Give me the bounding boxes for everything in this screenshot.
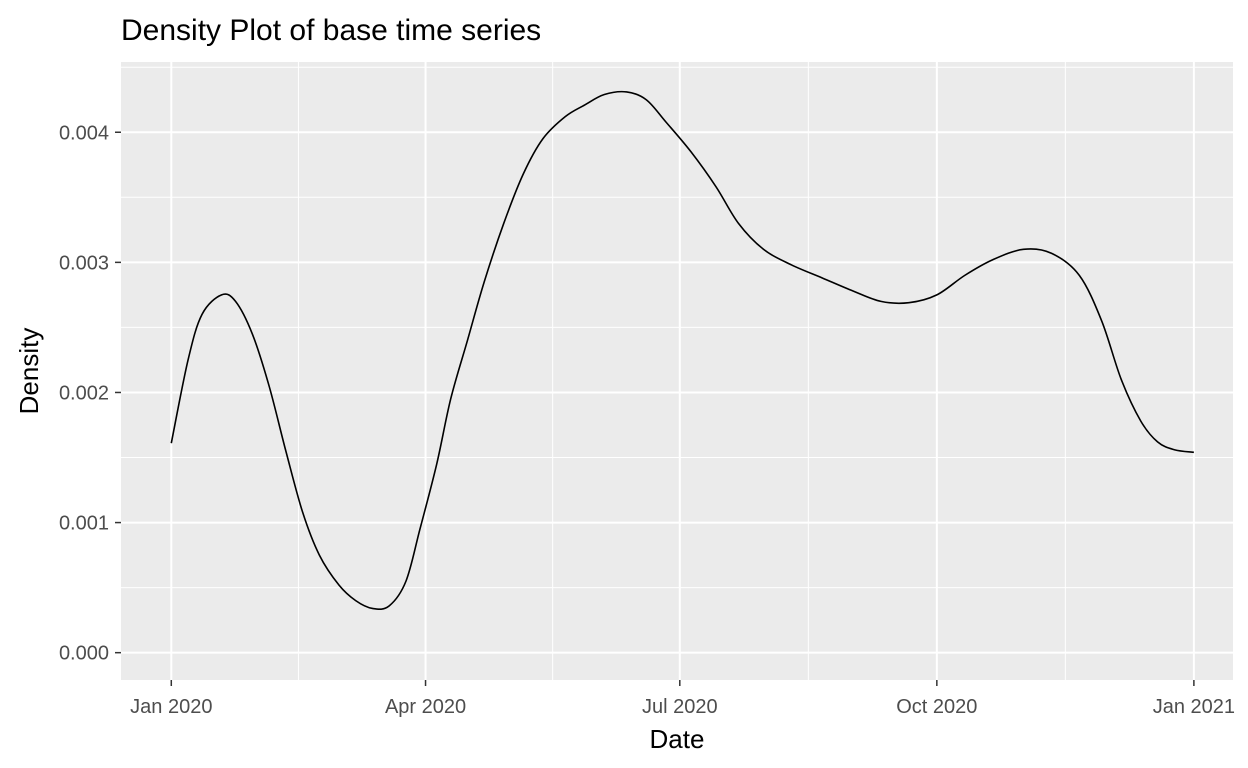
density-line [170, 90, 1194, 610]
y-tick-label: 0.002 [59, 382, 109, 404]
chart-title: Density Plot of base time series [121, 14, 541, 47]
y-tick-label: 0.001 [59, 513, 109, 535]
minor-gridlines [121, 62, 1233, 680]
x-tick-label: Apr 2020 [385, 696, 466, 718]
x-tick-label: Oct 2020 [896, 696, 977, 718]
y-tick-label: 0.000 [59, 643, 109, 665]
x-tick-label: Jan 2020 [130, 696, 212, 718]
x-tick-label: Jan 2021 [1153, 696, 1235, 718]
y-tick-label: 0.003 [59, 252, 109, 274]
x-axis-title: Date [650, 724, 705, 754]
y-tick-label: 0.004 [59, 122, 109, 144]
x-tick-label: Jul 2020 [642, 696, 718, 718]
x-axis: Jan 2020 Apr 2020 Jul 2020 Oct 2020 Jan 2021 [130, 680, 1235, 718]
y-axis: 0.000 0.001 0.002 0.003 0.004 [59, 122, 121, 665]
y-axis-title: Density [14, 328, 44, 415]
panel-background [121, 62, 1233, 680]
